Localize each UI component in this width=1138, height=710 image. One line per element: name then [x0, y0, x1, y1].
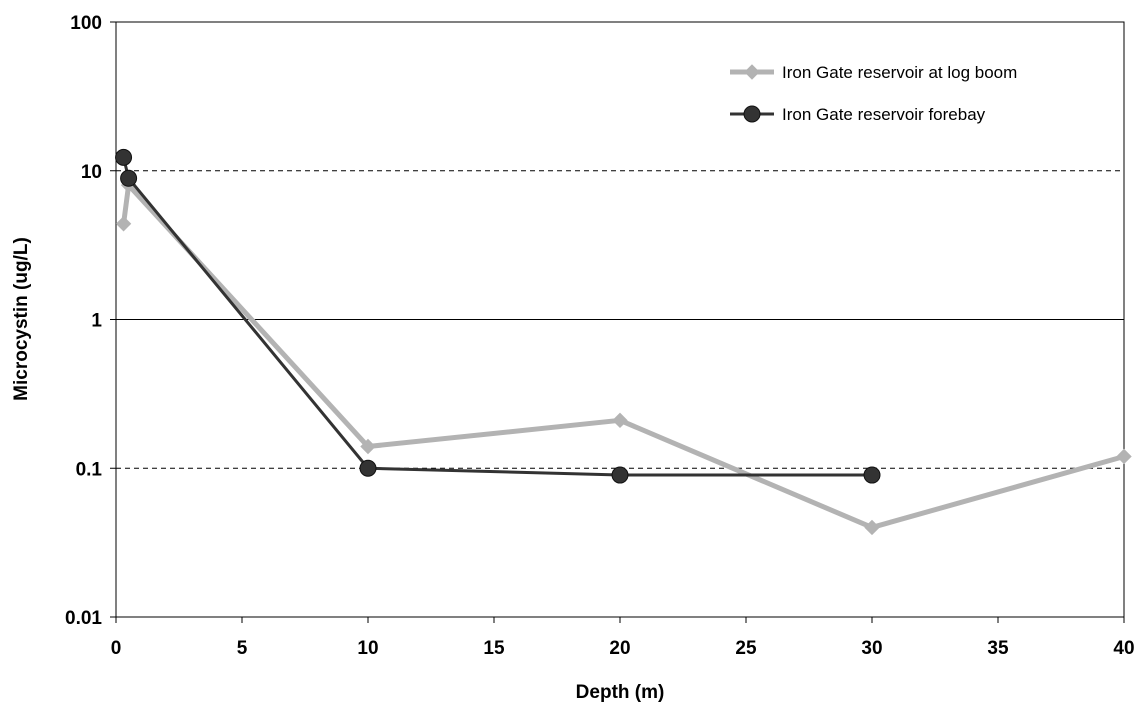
axis-ticks: 0.01 0.1 1 10 100 0 5 10 15 20 25 30 35 40 [65, 13, 1135, 659]
data-point [120, 169, 138, 187]
series-layer [115, 148, 1132, 536]
series-line [122, 157, 872, 477]
data-point [359, 459, 377, 477]
legend-entry: Iron Gate reservoir at log boom [730, 63, 1017, 82]
x-tick-label: 25 [735, 638, 757, 659]
data-point [612, 412, 628, 429]
y-tick-label: 100 [70, 13, 102, 34]
y-tick-label: 0.1 [76, 459, 103, 480]
y-tick-label: 10 [81, 162, 102, 183]
x-axis-title: Depth (m) [576, 682, 665, 703]
y-axis-title: Microcystin (ug/L) [11, 237, 32, 401]
legend-marker [744, 64, 760, 80]
data-point [360, 438, 376, 455]
data-point [115, 216, 132, 232]
data-point [864, 519, 880, 536]
legend-entry: Iron Gate reservoir forebay [730, 105, 986, 124]
x-tick-label: 15 [483, 638, 505, 659]
legend-marker [743, 105, 761, 123]
data-point [115, 148, 133, 166]
x-tick-label: 10 [357, 638, 378, 659]
data-point [611, 466, 629, 484]
y-tick-label: 0.01 [65, 608, 102, 629]
legend-label: Iron Gate reservoir forebay [782, 105, 986, 124]
data-point [863, 466, 881, 484]
x-tick-label: 5 [237, 638, 248, 659]
legend: Iron Gate reservoir at log boom Iron Gate… [730, 63, 1017, 124]
x-tick-label: 40 [1113, 638, 1134, 659]
y-tick-label: 1 [91, 311, 102, 332]
legend-label: Iron Gate reservoir at log boom [782, 63, 1017, 82]
x-tick-label: 35 [987, 638, 1009, 659]
data-point [1116, 448, 1132, 465]
series-2 [115, 148, 881, 484]
x-tick-label: 20 [609, 638, 630, 659]
x-tick-label: 0 [111, 638, 122, 659]
x-tick-label: 30 [861, 638, 882, 659]
